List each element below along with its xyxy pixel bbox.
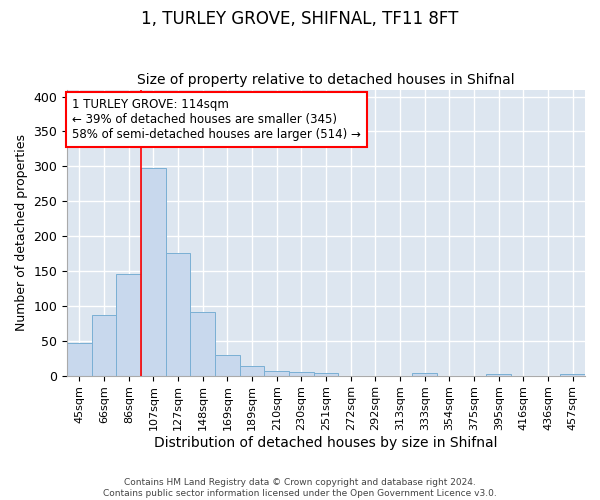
Title: Size of property relative to detached houses in Shifnal: Size of property relative to detached ho… [137, 73, 515, 87]
Bar [166, 253, 190, 376]
Bar [116, 274, 141, 376]
Bar [412, 373, 437, 376]
Text: 1 TURLEY GROVE: 114sqm
← 39% of detached houses are smaller (345)
58% of semi-de: 1 TURLEY GROVE: 114sqm ← 39% of detached… [73, 98, 361, 141]
Bar [141, 168, 166, 376]
X-axis label: Distribution of detached houses by size in Shifnal: Distribution of detached houses by size … [154, 436, 498, 450]
Bar [67, 343, 92, 376]
Bar [265, 370, 289, 376]
Bar [487, 374, 511, 376]
Bar [215, 354, 240, 376]
Bar [560, 374, 585, 376]
Bar [314, 373, 338, 376]
Bar [240, 366, 265, 376]
Y-axis label: Number of detached properties: Number of detached properties [15, 134, 28, 331]
Bar [289, 372, 314, 376]
Text: 1, TURLEY GROVE, SHIFNAL, TF11 8FT: 1, TURLEY GROVE, SHIFNAL, TF11 8FT [142, 10, 458, 28]
Bar [92, 315, 116, 376]
Text: Contains HM Land Registry data © Crown copyright and database right 2024.
Contai: Contains HM Land Registry data © Crown c… [103, 478, 497, 498]
Bar [190, 312, 215, 376]
